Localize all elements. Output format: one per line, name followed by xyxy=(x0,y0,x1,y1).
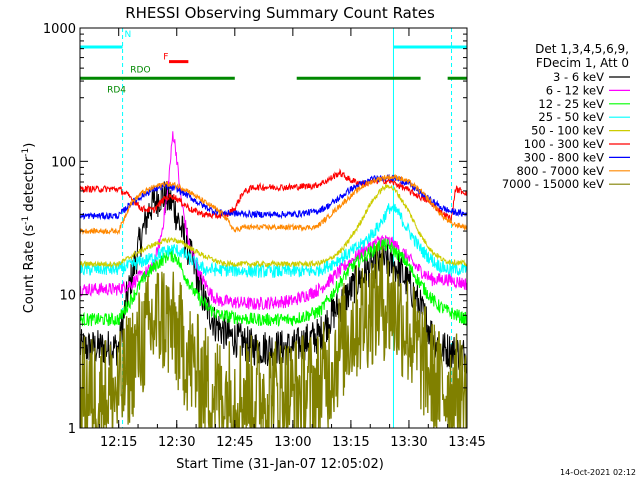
overlay-label-n: N xyxy=(125,30,132,40)
overlay-label-rdo: RDO xyxy=(130,65,150,75)
series-layer xyxy=(80,131,467,428)
legend: Det 1,3,4,5,6,9, FDecim 1, Att 0 3 - 6 k… xyxy=(502,42,630,191)
legend-label-0: 3 - 6 keV xyxy=(553,70,604,84)
y-axis: 1 10 100 1000 xyxy=(43,22,467,437)
y-label-part-3: ) xyxy=(22,143,37,148)
x-tick-label-4: 13:15 xyxy=(332,435,369,450)
y-label-part-2: detector xyxy=(22,156,37,216)
overlay-label-rd4: RD4 xyxy=(107,86,126,96)
series-line-7000-15000-keV xyxy=(80,244,467,428)
chart-title: RHESSI Observing Summary Count Rates xyxy=(125,4,435,22)
legend-label-5: 100 - 300 keV xyxy=(524,137,604,151)
y-tick-label-2: 100 xyxy=(51,155,76,170)
y-tick-label-0: 1 xyxy=(68,422,76,437)
legend-label-4: 50 - 100 keV xyxy=(531,124,604,138)
legend-header-2: FDecim 1, Att 0 xyxy=(536,56,629,70)
y-tick-label-3: 1000 xyxy=(43,22,76,37)
x-tick-label-5: 13:30 xyxy=(390,435,427,450)
legend-label-3: 25 - 50 keV xyxy=(538,110,604,124)
x-tick-label-6: 13:45 xyxy=(448,435,485,450)
x-tick-label-1: 12:30 xyxy=(158,435,195,450)
x-tick-label-3: 13:00 xyxy=(274,435,311,450)
x-tick-label-0: 12:15 xyxy=(100,435,137,450)
legend-header-1: Det 1,3,4,5,6,9, xyxy=(535,42,629,56)
y-label-exp-1: -1 xyxy=(21,216,31,225)
legend-label-7: 800 - 7000 keV xyxy=(516,164,604,178)
legend-label-1: 6 - 12 keV xyxy=(546,83,604,97)
y-label-exp-2: -1 xyxy=(21,148,31,157)
y-axis-label: Count Rate (s-1 detector-1) xyxy=(21,143,37,314)
series-line-50-100-keV xyxy=(80,184,467,269)
vertical-markers xyxy=(122,28,453,428)
timestamp: 14-Oct-2021 02:12 xyxy=(560,468,636,477)
x-tick-label-2: 12:45 xyxy=(216,435,253,450)
x-axis-label: Start Time (31-Jan-07 12:05:02) xyxy=(176,457,384,472)
legend-label-8: 7000 - 15000 keV xyxy=(502,177,604,191)
series-line-25-50-keV xyxy=(80,203,467,278)
y-label-part-1: Count Rate (s xyxy=(22,225,37,314)
overlay-bars: N F RDO RD4 xyxy=(80,30,467,96)
series-line-100-300-keV xyxy=(80,168,467,223)
series-line-12-25-keV xyxy=(80,238,467,327)
x-axis: 12:15 12:30 12:45 13:00 13:15 13:30 13:45 xyxy=(79,28,486,450)
legend-label-2: 12 - 25 keV xyxy=(538,97,604,111)
y-tick-label-1: 10 xyxy=(59,289,76,304)
overlay-label-f: F xyxy=(163,53,168,63)
series-line-800-7000-keV xyxy=(80,173,467,236)
legend-label-6: 300 - 800 keV xyxy=(524,150,604,164)
